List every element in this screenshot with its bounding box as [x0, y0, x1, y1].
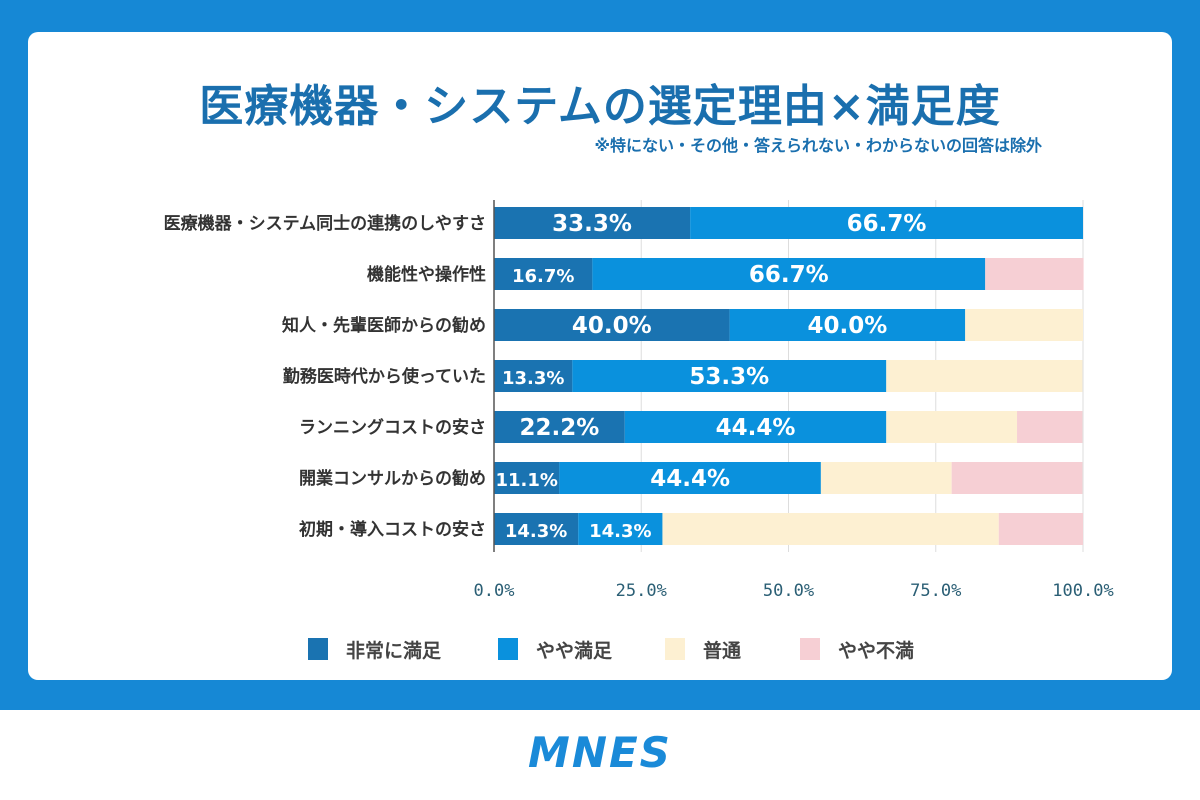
bar-segment — [494, 360, 573, 392]
chart-card — [28, 32, 1172, 680]
data-label: 22.2% — [519, 415, 599, 441]
data-label: 44.4% — [650, 466, 730, 492]
legend-swatch — [308, 638, 328, 660]
data-label: 66.7% — [847, 211, 927, 237]
legend-label: やや満足 — [536, 640, 613, 662]
chart-title: 医療機器・システムの選定理由×満足度 — [199, 81, 1001, 132]
bar-segment — [965, 309, 1083, 341]
data-label: 66.7% — [749, 262, 829, 288]
bar-segment — [494, 258, 593, 290]
bar-segment — [578, 513, 663, 545]
legend-label: 非常に満足 — [346, 639, 442, 662]
bar-segment — [886, 360, 1083, 392]
category-label: 機能性や操作性 — [367, 264, 486, 285]
bar-segment — [494, 309, 730, 341]
data-label: 13.3% — [502, 368, 564, 389]
x-tick-label: 0.0% — [474, 581, 515, 601]
bar-segment — [985, 258, 1084, 290]
bar-segment — [886, 411, 1018, 443]
x-tick-label: 100.0% — [1052, 581, 1113, 601]
mnes-logo: MNES — [528, 728, 672, 777]
legend-label: 普通 — [703, 639, 742, 662]
data-label: 14.3% — [505, 521, 567, 542]
footer — [0, 710, 1200, 800]
data-label: 14.3% — [589, 521, 651, 542]
bar-segment — [494, 462, 560, 494]
x-tick-label: 50.0% — [763, 581, 814, 601]
bar-segment — [998, 513, 1083, 545]
data-label: 33.3% — [552, 211, 632, 237]
bar-segment — [662, 513, 999, 545]
legend-label: やや不満 — [838, 640, 914, 662]
bar-segment — [494, 207, 691, 239]
data-label: 16.7% — [512, 266, 574, 287]
legend-swatch — [665, 638, 685, 660]
bar-segment — [1017, 411, 1083, 443]
bar-segment — [951, 462, 1083, 494]
chart-subtitle: ※特にない・その他・答えられない・わからないの回答は除外 — [594, 136, 1042, 155]
x-tick-label: 25.0% — [616, 581, 667, 601]
bar-segment — [624, 411, 887, 443]
category-label: 勤務医時代から使っていた — [283, 366, 486, 387]
category-label: 初期・導入コストの安さ — [299, 519, 486, 540]
bar-segment — [494, 411, 625, 443]
legend-swatch — [800, 638, 820, 660]
category-label: 医療機器・システム同士の連携のしやすさ — [164, 213, 486, 234]
stacked-bar-chart: 0.0% 25.0% 50.0% 75.0% 100.0% 医療機器・システム同士の連携の… — [164, 200, 1114, 662]
bar-segment — [592, 258, 986, 290]
data-label: 40.0% — [572, 313, 652, 339]
bar-segment — [559, 462, 821, 494]
category-label: 開業コンサルからの勧め — [299, 468, 486, 489]
category-label: 知人・先輩医師からの勧め — [281, 315, 486, 336]
legend-swatch — [498, 638, 518, 660]
bar-segment — [572, 360, 887, 392]
category-label: ランニングコストの安さ — [299, 417, 486, 438]
data-label: 11.1% — [495, 470, 557, 491]
bar-segment — [494, 513, 579, 545]
data-label: 44.4% — [716, 415, 796, 441]
data-label: 40.0% — [808, 313, 888, 339]
bar-segment — [690, 207, 1083, 239]
bar-segment — [729, 309, 966, 341]
x-tick-label: 75.0% — [910, 581, 961, 601]
bar-segment — [820, 462, 952, 494]
data-label: 53.3% — [689, 364, 769, 390]
